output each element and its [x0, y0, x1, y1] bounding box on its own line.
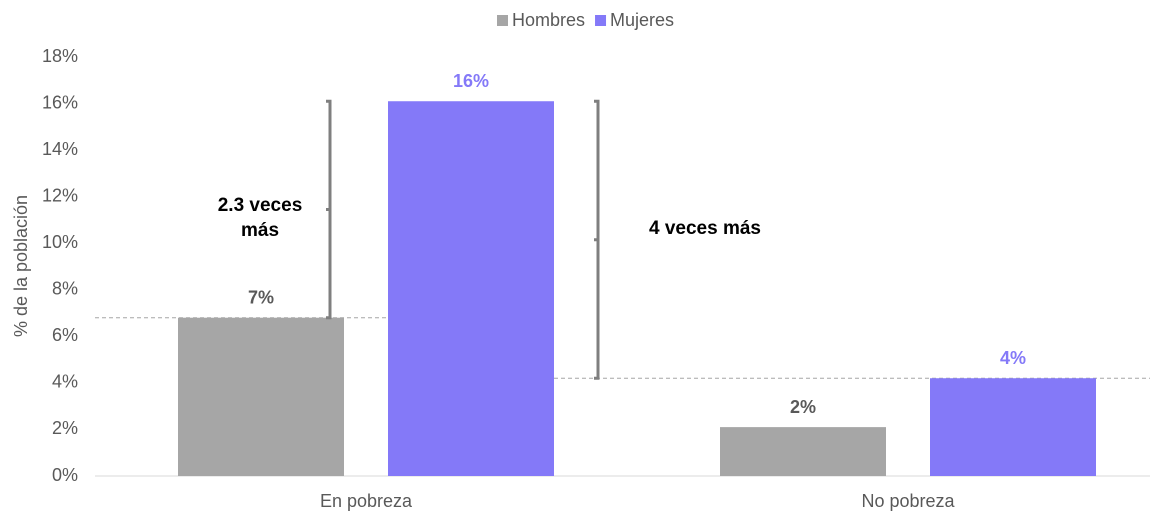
x-tick-label: No pobreza [861, 491, 955, 511]
data-label: 2% [790, 397, 816, 417]
legend-label: Mujeres [610, 10, 674, 30]
legend-label: Hombres [512, 10, 585, 30]
y-axis-label: % de la población [11, 195, 31, 337]
y-tick-label: 8% [52, 279, 78, 299]
legend-swatch [497, 15, 508, 26]
legend-swatch [595, 15, 607, 26]
bar [178, 317, 344, 476]
data-label: 7% [248, 287, 274, 307]
y-tick-label: 6% [52, 325, 78, 345]
y-tick-label: 18% [42, 46, 78, 66]
y-tick-label: 10% [42, 232, 78, 252]
annotation: 4 veces más [649, 218, 761, 239]
y-tick-label: 0% [52, 465, 78, 485]
data-label: 16% [453, 71, 489, 91]
y-tick-label: 12% [42, 185, 78, 205]
y-tick-label: 4% [52, 372, 78, 392]
bar [388, 101, 554, 476]
y-tick-label: 2% [52, 418, 78, 438]
annotation: 2.3 veces más [217, 195, 303, 241]
bracket [594, 99, 600, 380]
x-tick-label: En pobreza [320, 491, 413, 511]
y-tick-label: 14% [42, 139, 78, 159]
bar [930, 378, 1096, 476]
bar [720, 427, 886, 476]
data-label: 4% [1000, 348, 1026, 368]
y-tick-label: 16% [42, 92, 78, 112]
bracket [326, 99, 332, 320]
